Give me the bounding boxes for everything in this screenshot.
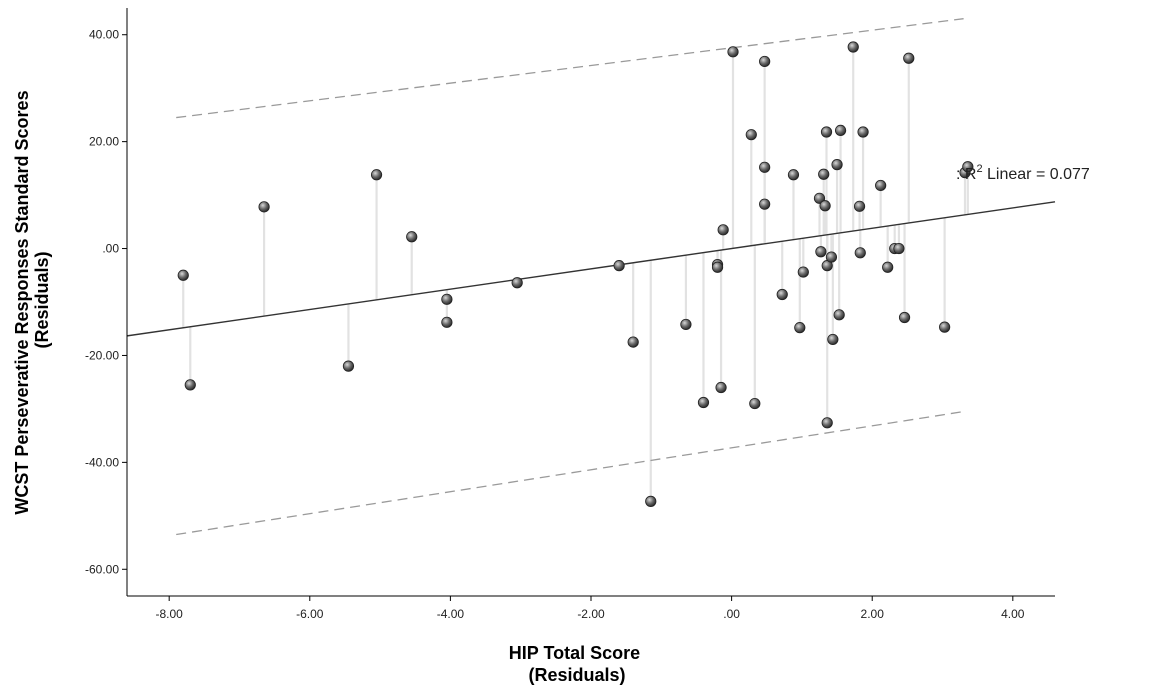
data-point-35: [825, 251, 838, 263]
data-point-43: [857, 126, 869, 138]
data-point-28: [813, 192, 826, 204]
ci-upper-line: [176, 18, 964, 119]
data-point-10: [627, 336, 639, 348]
x-axis-title-line2: (Residuals): [528, 665, 625, 685]
data-point-36: [827, 333, 839, 346]
y-axis-title: WCST Perseverative Responses Standard Sc…: [12, 85, 52, 514]
data-point-29: [815, 246, 827, 258]
data-point-8: [511, 277, 523, 289]
data-point-44: [875, 179, 887, 192]
confidence-interval-lines: [176, 18, 964, 536]
x-tick-label-6: 4.00: [1001, 607, 1025, 621]
data-point-2: [258, 201, 270, 213]
data-point-27: [797, 266, 809, 278]
data-point-39: [834, 124, 847, 137]
y-axis-title-line1: WCST Perseverative Responses Standard Sc…: [12, 90, 32, 514]
data-point-21: [759, 55, 771, 68]
y-tick-label-4: -40.00: [85, 455, 119, 469]
residual-drop-lines: [182, 47, 969, 502]
data-point-12: [680, 318, 692, 331]
y-tick-label-1: 20.00: [89, 135, 119, 149]
data-point-22: [759, 161, 771, 173]
data-point-13: [697, 396, 710, 409]
r2-annotation-sup: 2: [976, 163, 982, 175]
data-point-40: [847, 41, 859, 53]
r2-annotation-suffix: Linear = 0.077: [983, 166, 1090, 183]
x-tick-label-1: -6.00: [296, 607, 324, 621]
data-point-30: [818, 168, 830, 180]
data-point-37: [831, 159, 843, 171]
data-point-7: [441, 316, 453, 328]
data-point-5: [406, 231, 418, 243]
data-point-9: [613, 260, 625, 272]
r2-annotation: : R2 Linear = 0.077: [956, 163, 1090, 183]
regression-line: [126, 201, 1056, 337]
data-point-6: [441, 293, 453, 305]
x-axis-title-line1: HIP Total Score: [509, 643, 640, 663]
data-point-15: [711, 261, 724, 273]
data-point-41: [853, 200, 866, 212]
data-point-48: [898, 311, 911, 324]
fit-line-group: [126, 201, 1056, 337]
x-tick-label-5: 2.00: [861, 607, 885, 621]
x-axis-title: HIP Total Score (Residuals): [509, 643, 645, 685]
x-tick-label-2: -4.00: [437, 607, 465, 621]
data-point-45: [882, 261, 894, 273]
data-point-26: [794, 322, 806, 334]
data-point-50: [939, 321, 951, 333]
data-point-11: [645, 495, 657, 507]
data-points: [177, 41, 974, 507]
data-point-4: [370, 169, 383, 181]
data-point-42: [854, 247, 866, 259]
data-point-52: [962, 161, 974, 173]
y-ticks: 40.00 20.00 .00 -20.00 -40.00 -60.00: [85, 28, 127, 576]
data-point-32: [820, 126, 833, 138]
data-point-25: [787, 169, 800, 181]
data-point-34: [821, 417, 833, 429]
y-axis-title-line2: (Residuals): [32, 251, 52, 348]
r2-annotation-prefix: : R: [956, 166, 976, 183]
data-point-3: [342, 360, 355, 372]
data-point-49: [903, 52, 915, 64]
data-point-18: [727, 46, 739, 58]
data-point-16: [715, 381, 727, 394]
y-tick-label-5: -60.00: [85, 562, 119, 576]
data-point-17: [717, 224, 729, 236]
axes: [126, 8, 1055, 597]
ci-lower-line: [176, 410, 964, 536]
data-point-38: [833, 309, 845, 321]
x-tick-label-3: -2.00: [577, 607, 605, 621]
data-point-31: [819, 200, 831, 212]
data-point-0: [177, 269, 189, 281]
data-point-20: [749, 397, 761, 410]
x-ticks: -8.00 -6.00 -4.00 -2.00 .00 2.00 4.00: [156, 596, 1025, 621]
data-point-1: [184, 379, 196, 391]
y-tick-label-2: .00: [102, 242, 119, 256]
data-point-19: [745, 129, 757, 141]
data-point-23: [759, 198, 771, 210]
x-tick-label-4: .00: [723, 607, 740, 621]
y-tick-label-3: -20.00: [85, 348, 119, 362]
x-tick-label-0: -8.00: [156, 607, 184, 621]
data-point-24: [776, 288, 788, 301]
y-tick-label-0: 40.00: [89, 28, 119, 42]
data-point-47: [893, 242, 905, 255]
